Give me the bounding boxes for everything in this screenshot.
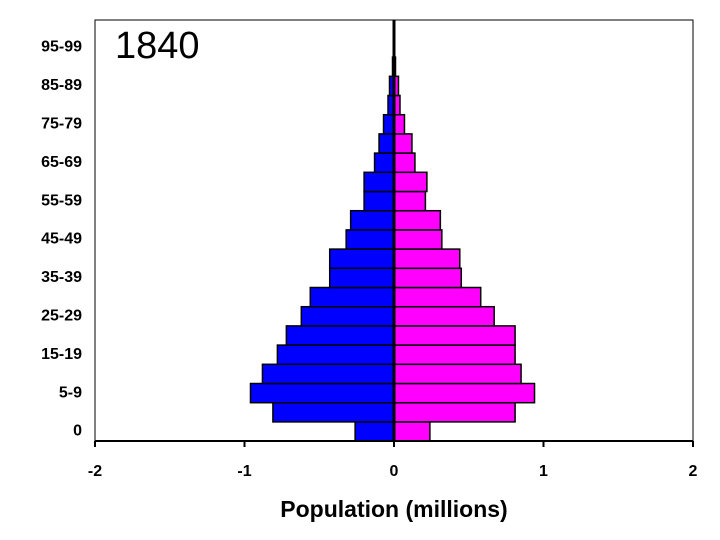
bar [272,401,395,423]
bar [393,248,461,270]
bar [393,344,516,366]
bar [261,363,395,385]
y-tick-label: 95-99 [41,39,82,56]
bar [309,286,395,308]
y-tick-label: 0 [73,423,82,440]
bar [393,152,416,174]
bar [363,190,395,212]
y-tick-label: 35-39 [41,269,82,286]
bar [276,344,395,366]
bar [393,209,442,231]
bar [393,190,427,212]
y-tick-label: 5-9 [59,384,82,401]
bar [393,286,482,308]
bar [300,305,395,327]
y-tick-label: 75-79 [41,116,82,133]
y-tick-label: 85-89 [41,77,82,94]
bar [393,401,516,423]
x-tick-label: 0 [390,463,399,480]
bar [373,152,395,174]
bar [249,382,395,404]
x-tick-label: -2 [88,463,102,480]
bar [349,209,395,231]
bar [378,133,395,154]
bar [328,267,395,289]
y-tick-label: 65-69 [41,154,82,171]
bar [285,325,395,346]
x-axis-label: Population (millions) [280,496,507,522]
bar [393,133,413,154]
bar [393,267,463,289]
x-tick-label: 1 [539,463,548,480]
bar [363,171,395,193]
bar [393,382,536,404]
bar [393,305,495,327]
y-tick-label: 55-59 [41,192,82,209]
annotation: 1840 [115,25,200,67]
x-tick-label: 2 [689,463,698,480]
bar [393,229,443,250]
y-tick-label: 15-19 [41,346,82,363]
bar [393,363,522,385]
y-tick-label: 25-29 [41,308,82,325]
bar [328,248,395,270]
bar [393,113,406,135]
bar [393,421,431,442]
bar [393,171,428,193]
y-tick-label: 45-49 [41,231,82,248]
x-tick-label: -1 [237,463,251,480]
bar [354,421,395,442]
bar [393,325,516,346]
bar [382,113,395,135]
bar [345,229,395,250]
